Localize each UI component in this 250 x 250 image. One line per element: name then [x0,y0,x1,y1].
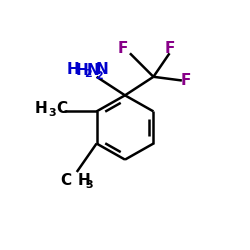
Text: N: N [95,62,108,77]
Text: C: C [61,173,72,188]
Text: 3: 3 [86,180,93,190]
Text: H: H [66,62,79,77]
Text: H: H [75,63,88,78]
Text: F: F [117,41,128,56]
Text: F: F [164,41,175,56]
Text: 2: 2 [84,68,92,78]
Text: F: F [180,74,191,88]
Text: N: N [86,63,99,78]
Text: H: H [34,102,47,116]
Text: 2: 2 [95,70,103,81]
Text: 3: 3 [48,108,56,118]
Text: C: C [56,102,68,116]
Text: H: H [78,173,90,188]
